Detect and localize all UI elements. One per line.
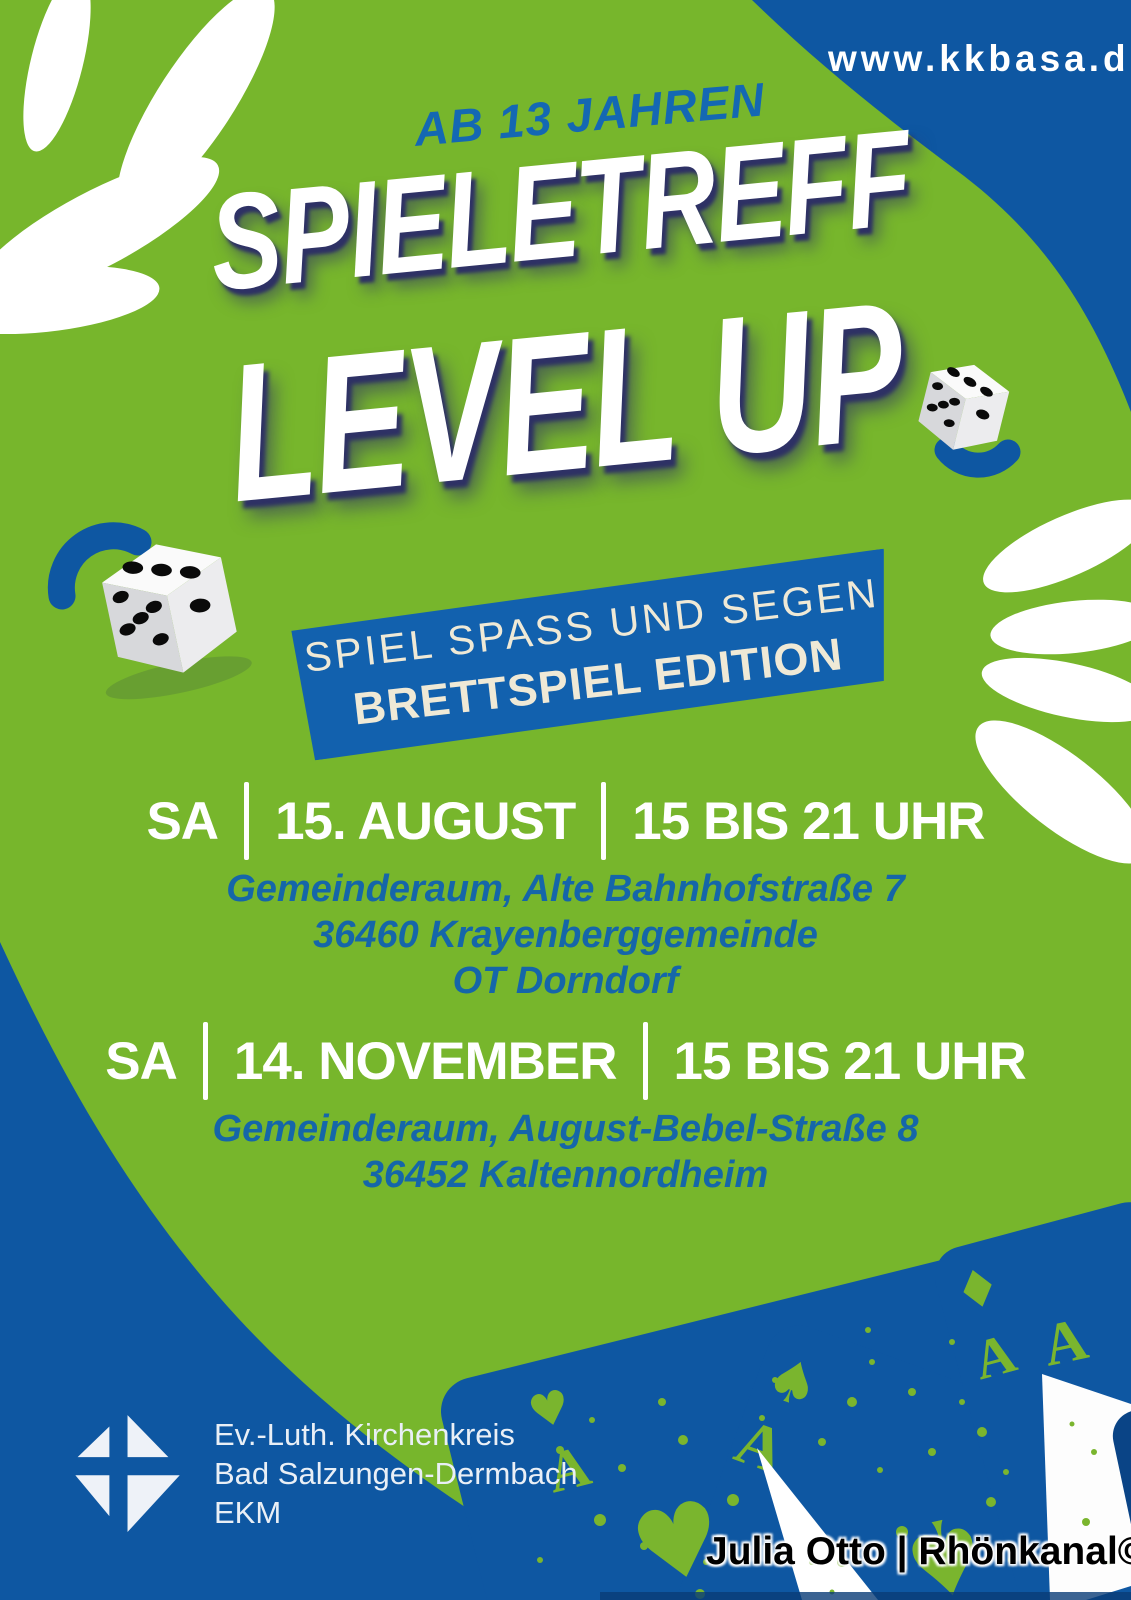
divider bbox=[642, 1022, 648, 1100]
organization-name: Ev.-Luth. Kirchenkreis Bad Salzungen-Der… bbox=[214, 1415, 578, 1532]
event-day: SA bbox=[105, 1031, 178, 1091]
watermark-credit: Julia Otto | Rhönkanal©2026 bbox=[706, 1530, 1131, 1573]
address-line: 36452 Kaltennordheim bbox=[362, 1154, 769, 1196]
event-2-address: Gemeinderaum, August-Bebel-Straße 8 3645… bbox=[0, 1106, 1131, 1198]
website-url: www.kkbasa.de bbox=[828, 38, 1131, 79]
event-1-address: Gemeinderaum, Alte Bahnhofstraße 7 36460… bbox=[0, 866, 1131, 1004]
event-day: SA bbox=[146, 791, 219, 851]
event-time: 15 BIS 21 UHR bbox=[673, 1031, 1027, 1091]
bottom-left-blue-swoosh bbox=[0, 942, 622, 1600]
address-line: 36460 Krayenberggemeinde bbox=[313, 914, 818, 956]
bottom-edge-strip bbox=[600, 1592, 1131, 1600]
divider bbox=[601, 782, 607, 860]
divider bbox=[202, 1022, 208, 1100]
address-line: Gemeinderaum, Alte Bahnhofstraße 7 bbox=[226, 868, 905, 910]
event-2-row: SA 14. NOVEMBER 15 BIS 21 UHR bbox=[0, 1022, 1131, 1100]
speckles bbox=[537, 1327, 1113, 1599]
right-arc-icon bbox=[934, 437, 1021, 478]
organization-line: Ev.-Luth. Kirchenkreis bbox=[214, 1416, 515, 1452]
ekm-cross-logo-icon bbox=[75, 1415, 180, 1532]
right-petals-icon bbox=[975, 499, 1131, 864]
left-die-icon bbox=[102, 544, 252, 700]
organization-line: EKM bbox=[214, 1494, 282, 1530]
left-arc-icon bbox=[47, 522, 152, 610]
event-date: 15. AUGUST bbox=[275, 791, 576, 851]
top-left-petals-icon bbox=[0, 0, 275, 335]
top-right-blue-blob bbox=[752, 0, 1131, 412]
divider bbox=[244, 782, 250, 860]
event-date: 14. NOVEMBER bbox=[233, 1031, 618, 1091]
event-time: 15 BIS 21 UHR bbox=[632, 791, 985, 851]
organization-line: Bad Salzungen-Dermbach bbox=[214, 1455, 578, 1491]
right-die-icon bbox=[918, 364, 1010, 450]
address-line: Gemeinderaum, August-Bebel-Straße 8 bbox=[212, 1108, 919, 1150]
white-card-wedge bbox=[1042, 1374, 1131, 1600]
white-card-wedge bbox=[757, 1448, 878, 1600]
address-line: OT Dorndorf bbox=[452, 960, 679, 1002]
event-1-row: SA 15. AUGUST 15 BIS 21 UHR bbox=[0, 782, 1131, 860]
organization-block: Ev.-Luth. Kirchenkreis Bad Salzungen-Der… bbox=[64, 1410, 578, 1536]
